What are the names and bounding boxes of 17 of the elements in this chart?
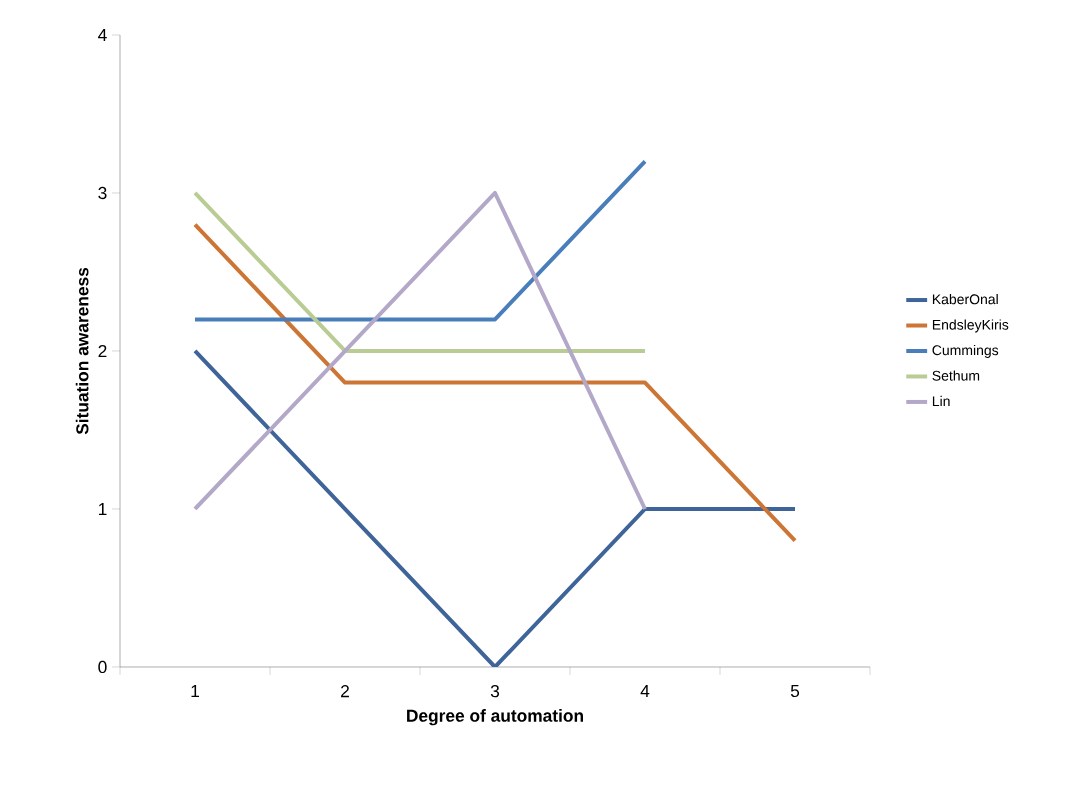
x-tick-label: 2 — [341, 685, 349, 698]
x-tick-label: 1 — [191, 685, 199, 697]
x-tick-label: 5 — [790, 685, 800, 698]
y-tick-label: 4 — [98, 29, 107, 41]
x-axis-title: Degree of automation — [407, 709, 583, 726]
y-tick-label: 1 — [98, 503, 107, 515]
legend-label: KaberOnal — [932, 293, 998, 305]
y-tick-label: 0 — [98, 660, 107, 674]
x-tick-label: 4 — [640, 685, 650, 697]
legend-label: Cummings — [932, 344, 999, 358]
y-tick-label: 3 — [98, 186, 107, 200]
y-axis-title: Situation awareness — [75, 267, 89, 435]
y-tick-label: 2 — [98, 344, 107, 358]
x-tick-label: 3 — [490, 685, 500, 698]
legend-label: Sethum — [932, 370, 980, 381]
legend-label: EndsleyKiris — [932, 319, 1009, 333]
legend-label: Lin — [932, 395, 950, 407]
